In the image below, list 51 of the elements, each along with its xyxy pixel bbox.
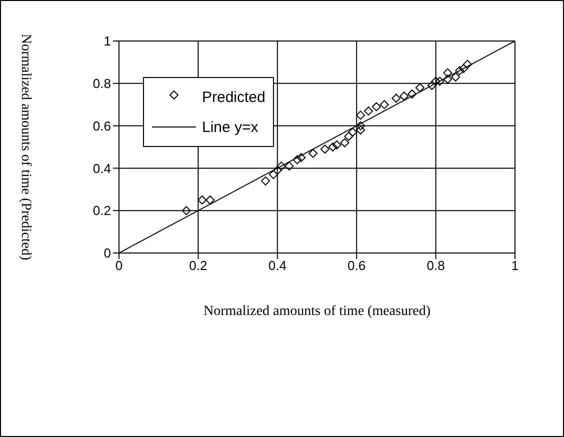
x-tick-label: 0 [115,258,123,274]
point [431,76,440,86]
x-tick-label: 0.8 [426,258,445,274]
point [455,66,464,76]
point [451,72,460,82]
point [427,81,436,90]
point [182,206,191,216]
point [296,153,306,162]
point [443,74,452,84]
x-axis-title: Normalized amounts of time (measured) [203,304,431,319]
point [356,121,366,130]
y-tick-label: 0.6 [92,118,111,134]
point [443,68,452,78]
y-tick-label: 0 [104,246,111,261]
y-axis-title: Normalized amounts of time (Predicted) [18,34,34,260]
point [392,94,401,103]
point [320,144,330,154]
point [459,64,468,74]
point [364,106,373,116]
point [198,196,207,204]
point [332,140,342,150]
point [284,162,294,171]
point [356,110,366,120]
legend-label: Predicted [202,88,266,106]
point [408,90,417,98]
text: Line y=x [202,118,258,136]
point [348,128,358,137]
point [292,155,302,164]
point [372,102,381,112]
x-tick-label: 0.6 [348,258,366,274]
x-tick-label: 1 [511,258,519,274]
point [340,138,350,148]
point [328,142,338,152]
point [435,76,444,86]
y-tick-label: 0.4 [92,160,111,176]
y-tick-label: 0.2 [92,203,111,218]
point [462,60,472,69]
point [415,83,424,92]
point [206,196,215,204]
point [344,132,354,141]
point [400,92,409,101]
point [261,176,270,186]
point [308,148,318,158]
point [356,126,366,135]
point [276,162,286,171]
point [380,100,389,110]
point [268,170,278,180]
y-tick-label: 1 [104,34,111,49]
y-tick-label: 0.8 [92,76,111,92]
x-tick-label: 0.2 [189,258,208,274]
x-tick-label: 0.4 [268,258,286,274]
